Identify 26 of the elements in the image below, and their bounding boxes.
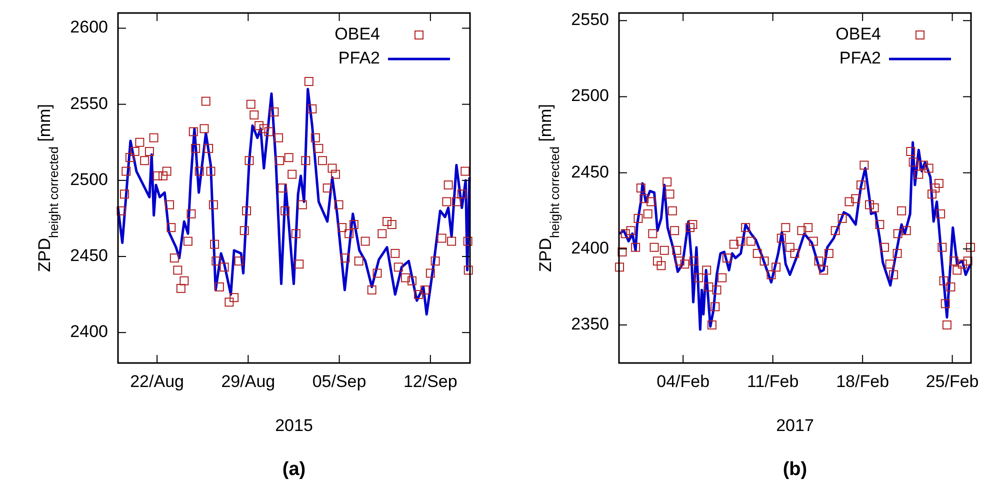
- x-tick-label: 11/Feb: [746, 372, 799, 391]
- y-tick-label: 2550: [70, 94, 108, 113]
- y-tick-label: 2450: [70, 246, 108, 265]
- y-tick-label: 2600: [70, 18, 108, 37]
- x-tick-label: 25/Feb: [926, 372, 979, 391]
- x-tick-label: 22/Aug: [130, 372, 184, 391]
- x-tick-label: 05/Sep: [312, 372, 366, 391]
- y-tick-label: 2400: [571, 238, 609, 258]
- x-tick-label: 12/Sep: [403, 372, 458, 391]
- y-tick-label: 2500: [70, 170, 108, 189]
- text: (b): [782, 459, 808, 480]
- text: (a): [282, 459, 306, 480]
- legend-label: OBE4: [836, 24, 881, 44]
- x-tick-label: 18/Feb: [836, 372, 890, 391]
- y-tick-label: 2500: [571, 86, 609, 106]
- x-axis-title: 2017: [776, 416, 814, 435]
- x-axis-title: 2015: [275, 416, 313, 435]
- x-tick-label: 29/Aug: [221, 372, 276, 391]
- x-tick-label: 04/Feb: [656, 372, 710, 391]
- legend-label: PFA2: [338, 48, 380, 68]
- y-tick-label: 2550: [571, 10, 609, 30]
- legend-label: OBE4: [334, 24, 380, 44]
- y-tick-label: 2400: [70, 322, 108, 342]
- y-tick-label: 2450: [571, 162, 609, 182]
- y-tick-label: 2350: [571, 314, 609, 334]
- legend-label: PFA2: [839, 48, 881, 68]
